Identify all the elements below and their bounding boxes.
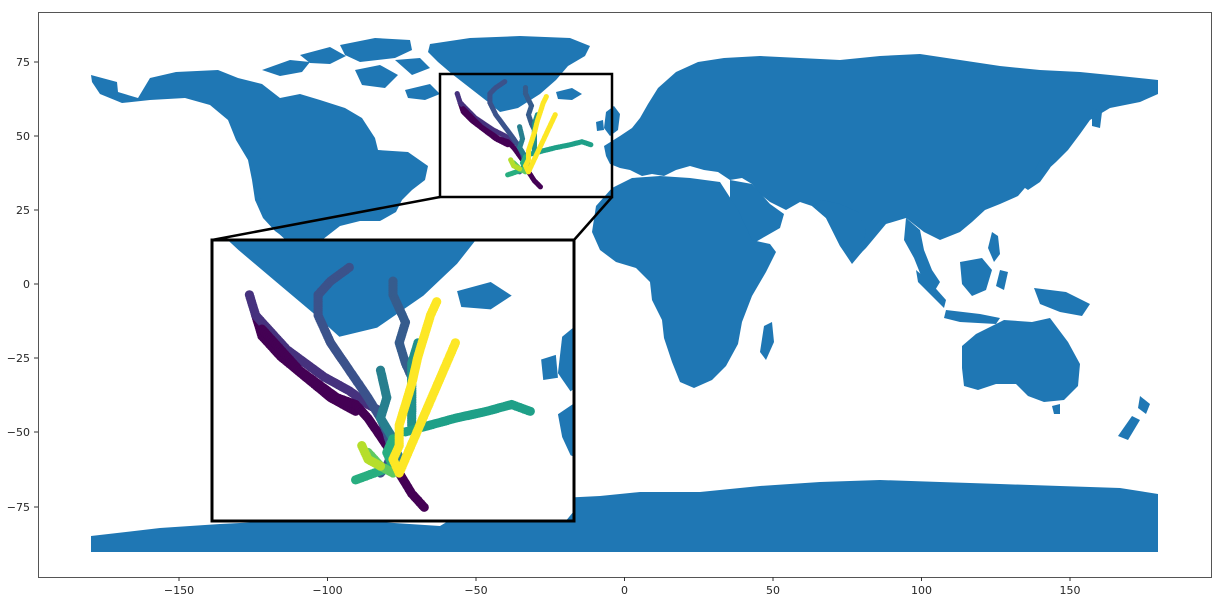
track-series: [388, 297, 460, 478]
y-axis: 75 50 25 0 −25 −50 −75: [7, 56, 38, 514]
track-point: [552, 112, 558, 118]
track-point: [351, 475, 361, 485]
x-tick: 0: [621, 577, 628, 597]
x-tick-label: 50: [766, 584, 780, 597]
y-tick-label: −50: [7, 426, 30, 439]
track-series: [508, 157, 523, 172]
track-series: [313, 262, 398, 478]
track-point: [419, 502, 429, 512]
y-tick-label: 75: [16, 56, 30, 69]
track-point: [375, 461, 386, 471]
x-tick-label: 150: [1060, 584, 1081, 597]
x-axis: −150 −100 −50 0 50 100 150: [164, 577, 1081, 597]
x-tick: 150: [1060, 577, 1081, 597]
y-tick: −50: [7, 426, 38, 439]
y-tick-label: 0: [23, 278, 30, 291]
storm-tracks-inset: [244, 262, 535, 512]
track-series: [522, 94, 558, 175]
x-tick: −150: [164, 577, 194, 597]
track-point: [450, 338, 460, 348]
x-tick-label: 100: [911, 584, 932, 597]
y-tick-label: −75: [7, 501, 30, 514]
y-tick-label: 50: [16, 130, 30, 143]
x-tick-label: −50: [464, 584, 487, 597]
track-point: [517, 166, 523, 172]
track-point: [588, 142, 594, 148]
x-tick-label: −100: [312, 584, 342, 597]
track-series: [528, 139, 594, 157]
y-tick-label: 25: [16, 204, 30, 217]
x-tick: −50: [464, 577, 488, 597]
x-tick-label: 0: [621, 584, 628, 597]
x-tick-label: −150: [164, 584, 194, 597]
storm-tracks-main: [454, 79, 594, 190]
x-tick: 100: [911, 577, 932, 597]
x-tick: −100: [312, 577, 343, 597]
y-tick: −25: [7, 352, 38, 365]
track-point: [505, 172, 511, 178]
track-series: [357, 441, 386, 471]
y-tick: 50: [16, 130, 38, 143]
inset-connector-right: [573, 196, 613, 241]
inset-frame: [210, 238, 576, 523]
zoom-region-box: [438, 72, 614, 199]
y-tick: 0: [23, 278, 38, 291]
y-tick: 75: [16, 56, 38, 69]
y-tick-label: −25: [7, 352, 30, 365]
y-tick: 25: [16, 204, 38, 217]
track-point: [537, 184, 544, 190]
inset-connector-left: [211, 195, 441, 242]
y-tick: −75: [7, 501, 38, 514]
inset-map: [210, 238, 576, 523]
x-tick: 50: [766, 577, 780, 597]
track-point: [525, 406, 535, 416]
